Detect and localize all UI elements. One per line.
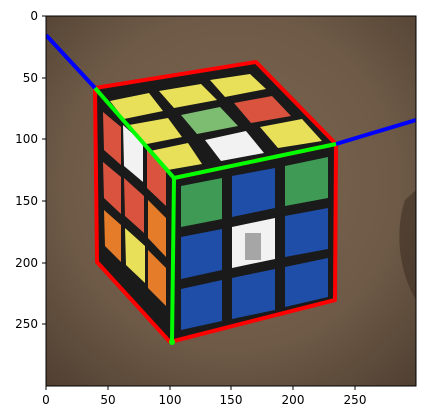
top-sticker-8 bbox=[205, 131, 264, 161]
left-sticker-9 bbox=[148, 250, 166, 306]
top-sticker-5 bbox=[181, 107, 238, 134]
right-sticker-2 bbox=[232, 168, 275, 217]
y-tick-label-0: 0 bbox=[30, 9, 38, 23]
right-sticker-1 bbox=[181, 178, 222, 227]
red-cube-outline bbox=[93, 60, 338, 344]
left-sticker-1 bbox=[103, 112, 121, 165]
y-tick-label-250: 250 bbox=[15, 317, 38, 331]
top-sticker-1 bbox=[110, 93, 163, 119]
x-tick-label-0: 0 bbox=[42, 393, 50, 407]
left-sticker-7 bbox=[104, 210, 121, 262]
right-sticker-4 bbox=[181, 229, 222, 279]
x-axis: 0 50 100 150 200 250 bbox=[42, 386, 366, 407]
y-tick-label-150: 150 bbox=[15, 194, 38, 208]
center-logo-mark bbox=[245, 233, 261, 260]
top-sticker-3 bbox=[210, 74, 266, 97]
left-sticker-4 bbox=[103, 162, 121, 214]
green-edge-top-left bbox=[93, 86, 176, 180]
right-sticker-7 bbox=[181, 280, 222, 330]
blue-axis-left bbox=[46, 33, 97, 90]
blue-axis-right bbox=[335, 118, 416, 146]
x-tick-label-250: 250 bbox=[344, 393, 367, 407]
top-sticker-4 bbox=[129, 118, 182, 145]
x-tick-label-100: 100 bbox=[159, 393, 182, 407]
top-sticker-6 bbox=[234, 96, 291, 123]
left-sticker-6 bbox=[148, 200, 166, 257]
x-tick-label-200: 200 bbox=[282, 393, 305, 407]
y-tick-label-200: 200 bbox=[15, 256, 38, 270]
right-sticker-8 bbox=[232, 269, 275, 319]
left-sticker-5 bbox=[124, 178, 144, 233]
x-tick-label-150: 150 bbox=[220, 393, 243, 407]
right-sticker-5 bbox=[232, 218, 275, 268]
x-tick-label-50: 50 bbox=[100, 393, 115, 407]
photo bbox=[46, 16, 416, 386]
top-sticker-9 bbox=[260, 119, 322, 148]
top-sticker-2 bbox=[159, 84, 217, 108]
wood-shadow bbox=[399, 190, 416, 300]
green-corner-marker bbox=[169, 339, 175, 345]
right-sticker-9 bbox=[285, 258, 328, 307]
green-edge-top-right bbox=[173, 142, 337, 180]
right-sticker-6 bbox=[285, 208, 328, 257]
left-sticker-8 bbox=[125, 228, 145, 283]
y-axis: 0 50 100 150 200 250 bbox=[15, 9, 46, 331]
green-edge-vertical bbox=[170, 177, 176, 343]
y-tick-label-100: 100 bbox=[15, 132, 38, 146]
y-tick-label-50: 50 bbox=[23, 71, 38, 85]
right-sticker-3 bbox=[285, 157, 328, 206]
